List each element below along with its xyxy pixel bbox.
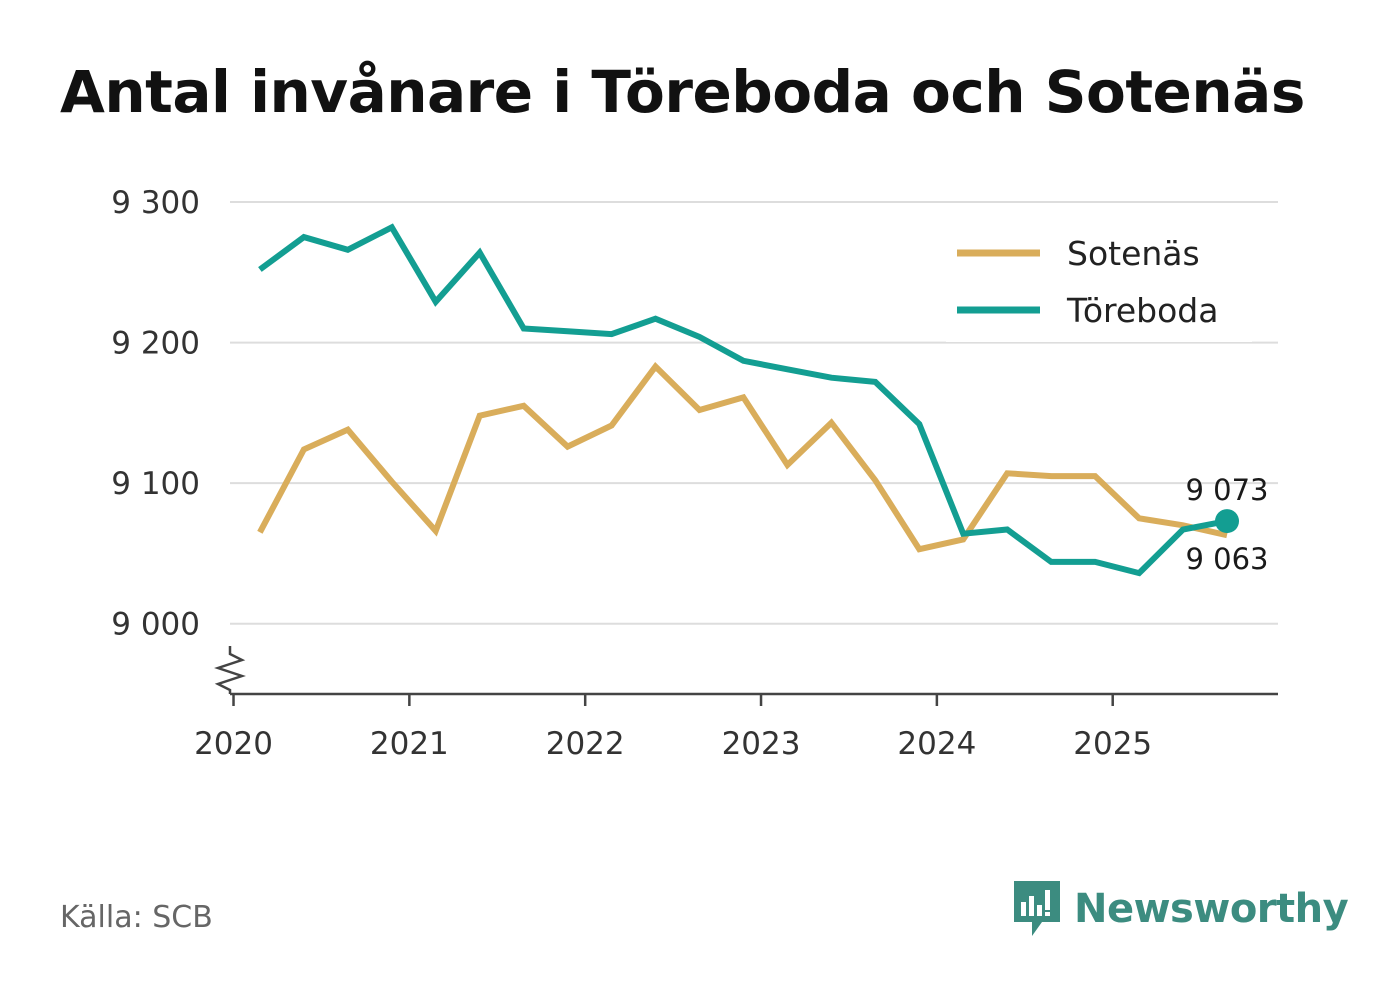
y-axis-ticks: 9 000 9 100 9 200 9 300 bbox=[111, 185, 200, 643]
brand-name: Newsworthy bbox=[1074, 886, 1349, 932]
legend: Sotenäs Töreboda bbox=[946, 226, 1252, 342]
brand-logo: Newsworthy bbox=[1012, 878, 1349, 940]
x-tick-label: 2020 bbox=[194, 726, 273, 762]
newsworthy-icon bbox=[1014, 881, 1060, 936]
legend-label-sotenas: Sotenäs bbox=[1067, 234, 1200, 273]
x-tick-label: 2025 bbox=[1073, 726, 1152, 762]
y-tick-label: 9 200 bbox=[111, 326, 200, 362]
series-lines bbox=[257, 223, 1240, 577]
end-label-sotenas: 9 063 bbox=[1185, 542, 1268, 576]
end-label-toreboda: 9 073 bbox=[1185, 473, 1268, 507]
axis-break-symbol bbox=[214, 646, 246, 694]
x-tick-label: 2021 bbox=[370, 726, 449, 762]
series-line-sotenas bbox=[257, 361, 1228, 553]
y-tick-label: 9 300 bbox=[111, 185, 200, 221]
x-tick-label: 2023 bbox=[722, 726, 801, 762]
series-line-toreboda bbox=[258, 223, 1228, 577]
y-tick-label: 9 000 bbox=[111, 607, 200, 643]
source-note: Källa: SCB bbox=[60, 900, 213, 935]
grid-lines bbox=[230, 201, 1278, 625]
legend-background bbox=[946, 226, 1252, 342]
x-tick-label: 2024 bbox=[897, 726, 976, 762]
end-labels: 9 063 9 073 bbox=[1185, 473, 1268, 576]
legend-label-toreboda: Töreboda bbox=[1066, 291, 1218, 330]
x-tick-label: 2022 bbox=[546, 726, 625, 762]
end-marker-toreboda bbox=[1215, 509, 1240, 534]
chart-title: Antal invånare i Töreboda och Sotenäs bbox=[60, 58, 1305, 126]
y-tick-label: 9 100 bbox=[111, 466, 200, 502]
x-axis: 2020 2021 2022 2023 2024 2025 bbox=[194, 646, 1278, 762]
